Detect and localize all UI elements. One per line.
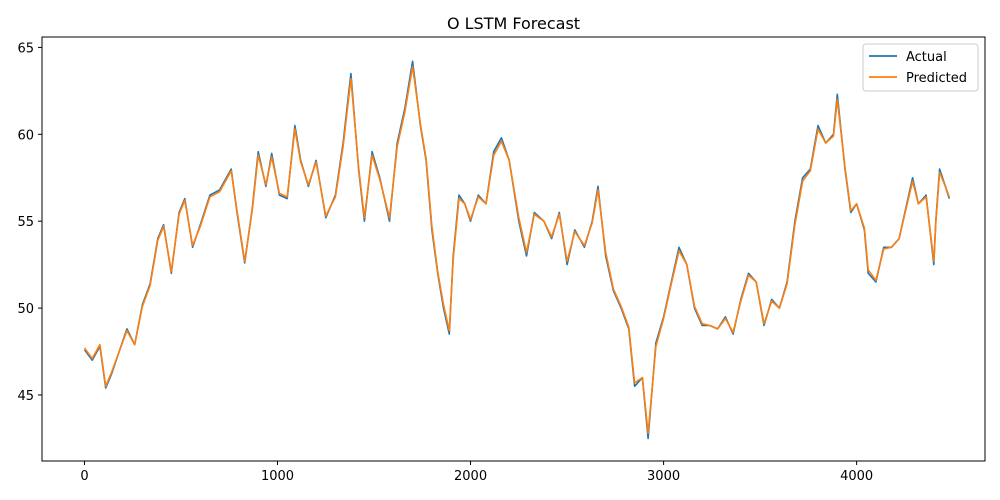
series-line-predicted xyxy=(83,65,951,435)
legend: Actual Predicted xyxy=(862,43,979,92)
y-tick-label: 55 xyxy=(17,215,34,230)
x-axis-ticks: 0 1000 2000 3000 4000 xyxy=(80,461,873,484)
chart-title: O LSTM Forecast xyxy=(447,14,580,33)
series-layer xyxy=(83,60,951,440)
series-line-actual xyxy=(83,60,951,440)
legend-label-actual: Actual xyxy=(906,50,947,65)
plot-area xyxy=(41,36,986,462)
y-tick-label: 60 xyxy=(17,128,34,143)
x-tick-label: 0 xyxy=(80,469,88,484)
axes-frame xyxy=(41,36,986,462)
y-axis-ticks: 45 50 55 60 65 xyxy=(17,41,42,404)
x-tick-label: 3000 xyxy=(647,469,680,484)
y-tick-label: 45 xyxy=(17,389,34,404)
y-tick-label: 65 xyxy=(17,41,34,56)
y-tick-label: 50 xyxy=(17,302,34,317)
x-tick-label: 1000 xyxy=(261,469,294,484)
x-tick-label: 4000 xyxy=(840,469,873,484)
legend-label-predicted: Predicted xyxy=(906,71,967,86)
x-tick-label: 2000 xyxy=(454,469,487,484)
